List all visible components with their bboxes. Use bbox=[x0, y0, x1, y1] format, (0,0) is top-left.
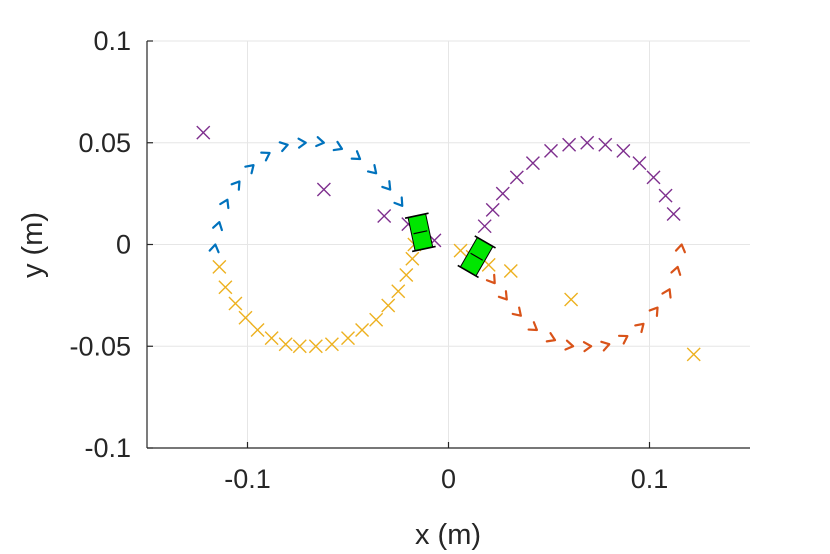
series-edb120 bbox=[212, 237, 701, 362]
arrow-marker bbox=[366, 164, 378, 175]
robot-axle bbox=[413, 230, 428, 235]
x-marker bbox=[238, 310, 253, 325]
x-marker bbox=[212, 259, 227, 274]
x-marker bbox=[355, 322, 370, 337]
arrow-marker bbox=[485, 273, 496, 285]
arrow-marker bbox=[545, 332, 557, 343]
arrow-marker bbox=[332, 140, 344, 152]
arrow-marker bbox=[674, 243, 686, 254]
x-marker bbox=[391, 284, 406, 299]
arrow-marker bbox=[315, 136, 325, 148]
arrow-marker bbox=[661, 288, 672, 299]
x-marker bbox=[381, 298, 396, 313]
arrow-marker bbox=[350, 150, 362, 161]
x-marker bbox=[616, 143, 631, 158]
arrow-marker bbox=[648, 306, 659, 317]
x-marker bbox=[686, 347, 701, 362]
y-tick-label: 0 bbox=[116, 230, 131, 260]
x-marker bbox=[503, 263, 518, 278]
arrow-marker bbox=[670, 265, 682, 276]
series-7e2f8e bbox=[196, 125, 681, 248]
x-marker bbox=[562, 137, 577, 152]
x-marker bbox=[598, 137, 613, 152]
arrow-marker bbox=[244, 164, 255, 175]
arrow-marker bbox=[219, 198, 230, 210]
series-0072bd bbox=[208, 136, 404, 254]
axes bbox=[146, 40, 750, 449]
arrow-marker bbox=[230, 180, 241, 191]
x-marker bbox=[196, 125, 211, 140]
y-axis-label: y (m) bbox=[17, 212, 49, 278]
x-marker bbox=[646, 170, 661, 185]
x-marker bbox=[399, 268, 414, 283]
arrow-marker bbox=[582, 341, 593, 353]
robot-marker bbox=[457, 235, 496, 279]
arrow-marker bbox=[617, 334, 629, 345]
x-marker bbox=[377, 209, 392, 224]
y-tick-label: -0.05 bbox=[69, 331, 131, 361]
x-marker bbox=[544, 143, 559, 158]
x-marker bbox=[278, 337, 293, 352]
x-marker bbox=[509, 170, 524, 185]
arrow-marker bbox=[511, 306, 522, 317]
x-marker bbox=[218, 280, 233, 295]
robot-wheel bbox=[411, 245, 436, 253]
x-tick-label: 0 bbox=[441, 464, 456, 494]
robots-layer bbox=[404, 212, 496, 279]
x-marker bbox=[264, 331, 279, 346]
tick-labels: -0.1 0 0.1 -0.1 -0.05 0 0.05 0.1 bbox=[69, 26, 668, 494]
x-marker bbox=[228, 296, 243, 311]
arrow-marker bbox=[497, 290, 508, 301]
arrow-marker bbox=[634, 322, 645, 334]
x-marker bbox=[632, 156, 647, 171]
series-d95319 bbox=[485, 243, 686, 353]
x-marker bbox=[341, 331, 355, 346]
arrow-marker bbox=[278, 141, 289, 153]
arrow-marker bbox=[260, 151, 271, 162]
x-marker bbox=[292, 339, 307, 354]
series-layer bbox=[196, 125, 701, 362]
x-tick-label: 0.1 bbox=[631, 464, 669, 494]
y-tick-label: 0.1 bbox=[93, 26, 131, 56]
arrow-marker bbox=[381, 180, 392, 191]
x-marker bbox=[250, 322, 265, 337]
x-marker bbox=[453, 243, 468, 258]
x-marker bbox=[477, 219, 492, 234]
arrow-marker bbox=[600, 340, 611, 352]
x-marker bbox=[308, 339, 323, 354]
x-marker bbox=[324, 337, 339, 352]
arrow-marker bbox=[208, 243, 220, 254]
x-marker bbox=[658, 188, 673, 203]
robot-wheel bbox=[404, 212, 429, 219]
robot-marker bbox=[404, 212, 436, 253]
x-axis-label: x (m) bbox=[415, 519, 481, 551]
x-marker bbox=[564, 292, 579, 307]
robot-wheel bbox=[457, 264, 479, 279]
x-marker bbox=[405, 251, 420, 266]
x-marker bbox=[485, 202, 500, 217]
arrow-marker bbox=[297, 137, 307, 149]
x-marker bbox=[369, 312, 384, 327]
robot-wheel bbox=[474, 235, 496, 249]
arrow-marker bbox=[212, 221, 223, 232]
x-marker bbox=[316, 182, 331, 197]
robot-axle bbox=[470, 252, 484, 261]
x-marker bbox=[525, 156, 540, 171]
x-marker bbox=[580, 135, 595, 150]
y-tick-label: 0.05 bbox=[78, 128, 131, 158]
arrow-marker bbox=[393, 196, 404, 207]
arrow-marker bbox=[527, 321, 539, 332]
x-marker bbox=[666, 206, 681, 221]
x-tick-label: -0.1 bbox=[224, 464, 271, 494]
arrow-marker bbox=[564, 339, 575, 351]
x-marker bbox=[495, 186, 510, 201]
y-tick-label: -0.1 bbox=[84, 433, 131, 463]
